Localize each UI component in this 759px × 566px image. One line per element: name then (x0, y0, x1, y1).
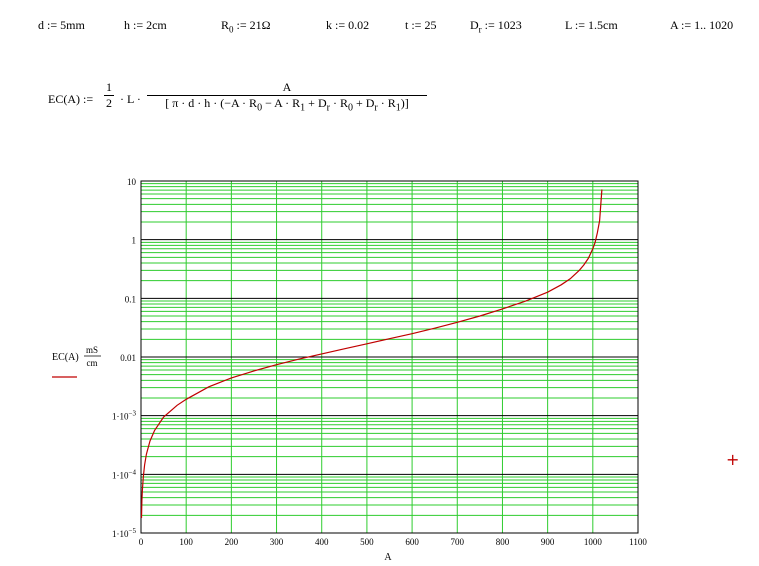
y-tick-label: 1 (132, 236, 137, 246)
formula-main-fraction: A [ π · d · h · (−A · R0 − A · R1 + Dr ·… (147, 80, 427, 113)
y-axis-label-unit-num: mS (86, 345, 98, 355)
def-L[interactable]: L := 1.5cm (565, 18, 618, 32)
formula-lhs: EC(A) := (48, 92, 94, 106)
y-tick-label: 1·10−4 (112, 468, 136, 480)
def-R0[interactable]: R0 := 21Ω (221, 18, 271, 35)
y-tick-label: 10 (127, 177, 137, 187)
y-tick-labels: 10 1 0.1 0.01 1·10−3 1·10−4 1·10−5 (112, 177, 136, 539)
def-k[interactable]: k := 0.02 (326, 18, 370, 32)
def-h[interactable]: h := 2cm (124, 18, 167, 32)
x-tick-label: 200 (225, 537, 239, 547)
x-tick-label: 400 (315, 537, 329, 547)
plot-grid (140, 180, 639, 534)
x-tick-label: 1000 (584, 537, 603, 547)
y-tick-label: 0.01 (120, 353, 136, 363)
def-d[interactable]: d := 5mm (38, 18, 85, 32)
x-tick-label: 700 (451, 537, 465, 547)
x-axis-label: A (384, 552, 392, 563)
y-axis-label: EC(A) mS cm (52, 345, 101, 378)
y-axis-label-unit-den: cm (87, 358, 98, 368)
def-Dr[interactable]: Dr := 1023 (470, 18, 522, 35)
ec-curve (140, 189, 603, 519)
y-tick-label: 0.1 (125, 294, 136, 304)
def-A[interactable]: A := 1.. 1020 (670, 18, 734, 32)
x-tick-label: 300 (270, 537, 284, 547)
x-tick-label: 600 (405, 537, 419, 547)
y-axis-label-name: EC(A) (52, 352, 79, 363)
x-tick-label: 800 (496, 537, 510, 547)
x-tick-label: 1100 (629, 537, 647, 547)
x-tick-label: 900 (541, 537, 555, 547)
formula-coefficient: 1 2 (104, 80, 114, 110)
def-t[interactable]: t := 25 (405, 18, 437, 32)
plot-frame (140, 180, 639, 534)
x-tick-labels: 0 100 200 300 400 500 600 700 800 900 1000 1100 (139, 537, 648, 547)
formula-numerator: A (147, 80, 427, 96)
formula-denominator: [ π · d · h · (−A · R0 − A · R1 + Dr · R… (165, 96, 409, 114)
crosshair-cursor-icon: + (726, 450, 740, 469)
formula-times-L: · L · (120, 92, 141, 106)
x-tick-label: 500 (360, 537, 374, 547)
y-tick-label: 1·10−5 (112, 527, 136, 539)
variable-definitions: d := 5mm h := 2cm R0 := 21Ω k := 0.02 t … (0, 18, 759, 38)
x-tick-label: 0 (139, 537, 144, 547)
x-tick-label: 100 (179, 537, 193, 547)
y-tick-label: 1·10−3 (112, 410, 136, 422)
